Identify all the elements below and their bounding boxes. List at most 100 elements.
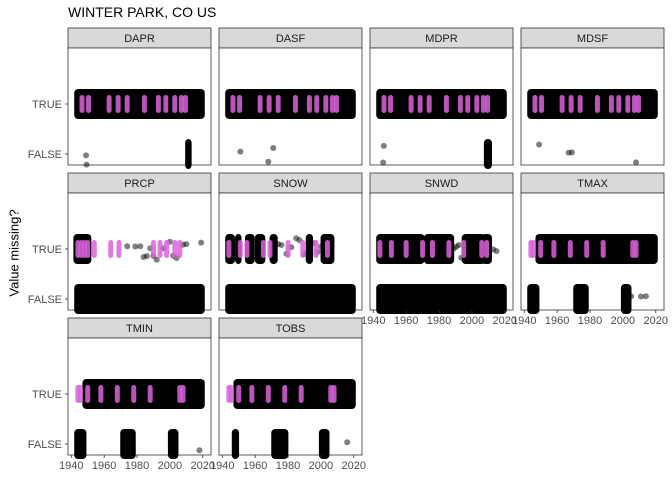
- highlight-mark: [480, 95, 486, 113]
- highlight-mark: [551, 240, 557, 258]
- highlight-mark: [559, 95, 565, 113]
- false-band: [573, 284, 589, 314]
- strip-label: TMAX: [577, 178, 608, 190]
- highlight-mark: [539, 95, 545, 113]
- x-tick-label: 1980: [578, 315, 602, 327]
- highlight-mark: [417, 95, 423, 113]
- false-band: [167, 429, 179, 459]
- false-band: [185, 139, 192, 169]
- highlight-mark: [426, 95, 432, 113]
- point-true: [138, 395, 145, 402]
- strip-label: DAPR: [124, 33, 155, 45]
- highlight-mark: [584, 240, 590, 258]
- highlight-mark: [446, 240, 452, 258]
- point-true: [321, 381, 328, 388]
- point-true: [278, 242, 285, 249]
- highlight-mark: [266, 95, 272, 113]
- highlight-mark: [124, 95, 130, 113]
- x-tick-label: 1960: [92, 460, 116, 472]
- highlight-mark: [625, 95, 631, 113]
- highlight-mark: [292, 95, 298, 113]
- point-false: [265, 158, 272, 165]
- highlight-mark: [484, 240, 490, 258]
- x-tick-label: 1960: [545, 315, 569, 327]
- highlight-mark: [265, 385, 271, 403]
- highlight-mark: [298, 385, 304, 403]
- point-false: [83, 161, 90, 168]
- highlight-mark: [237, 95, 243, 113]
- highlight-mark: [388, 240, 394, 258]
- point-false: [380, 142, 387, 149]
- false-band: [376, 284, 507, 314]
- y-tick-label: FALSE: [28, 294, 62, 306]
- highlight-mark: [314, 95, 320, 113]
- highlight-mark: [429, 240, 435, 258]
- point-true: [132, 243, 139, 250]
- highlight-mark: [230, 95, 236, 113]
- y-tick-label: TRUE: [32, 244, 62, 256]
- false-band: [120, 429, 136, 459]
- x-tick-label: 2000: [158, 460, 182, 472]
- point-true: [183, 241, 190, 248]
- highlight-mark: [608, 95, 614, 113]
- y-tick-label: FALSE: [28, 439, 62, 451]
- highlight-mark: [631, 95, 637, 113]
- highlight-mark: [474, 95, 480, 113]
- highlight-mark: [98, 385, 104, 403]
- highlight-mark: [131, 385, 137, 403]
- highlight-mark: [479, 240, 485, 258]
- false-band: [271, 429, 289, 459]
- x-tick-label: 1960: [243, 460, 267, 472]
- point-true: [288, 395, 295, 402]
- highlight-mark: [155, 95, 161, 113]
- highlight-mark: [157, 240, 163, 258]
- point-true: [575, 247, 582, 254]
- x-tick-label: 1940: [361, 315, 385, 327]
- highlight-mark: [108, 240, 114, 258]
- false-band: [527, 284, 540, 314]
- point-false: [196, 447, 203, 454]
- highlight-mark: [577, 95, 583, 113]
- point-false: [270, 145, 277, 152]
- highlight-mark: [260, 240, 266, 258]
- highlight-mark: [461, 240, 467, 258]
- point-false: [628, 293, 635, 300]
- highlight-mark: [177, 240, 183, 258]
- highlight-mark: [633, 240, 639, 258]
- highlight-mark: [249, 385, 255, 403]
- strip-label: PRCP: [124, 178, 155, 190]
- highlight-mark: [77, 385, 83, 403]
- highlight-mark: [300, 240, 306, 258]
- true-band: [305, 234, 314, 264]
- point-true: [92, 381, 99, 388]
- point-true: [595, 240, 602, 247]
- highlight-mark: [163, 95, 169, 113]
- highlight-mark: [85, 385, 91, 403]
- point-true: [493, 248, 500, 255]
- highlight-mark: [381, 95, 387, 113]
- true-band: [376, 234, 425, 264]
- highlight-mark: [91, 240, 97, 258]
- y-tick-label: TRUE: [32, 389, 62, 401]
- highlight-mark: [183, 95, 189, 113]
- highlight-mark: [172, 95, 178, 113]
- false-band: [225, 284, 356, 314]
- x-tick-label: 2020: [493, 315, 517, 327]
- highlight-mark: [567, 240, 573, 258]
- strip-label: TMIN: [126, 323, 153, 335]
- point-false: [568, 149, 575, 156]
- strip-label: TOBS: [276, 323, 306, 335]
- x-tick-label: 1940: [210, 460, 234, 472]
- point-false: [344, 439, 351, 446]
- point-false: [637, 293, 644, 300]
- highlight-mark: [530, 240, 536, 258]
- highlight-mark: [106, 95, 112, 113]
- highlight-mark: [408, 95, 414, 113]
- strip-label: SNWD: [425, 178, 459, 190]
- point-true: [628, 111, 635, 118]
- highlight-mark: [334, 95, 340, 113]
- point-true: [143, 253, 150, 260]
- highlight-mark: [465, 95, 471, 113]
- highlight-mark: [178, 95, 184, 113]
